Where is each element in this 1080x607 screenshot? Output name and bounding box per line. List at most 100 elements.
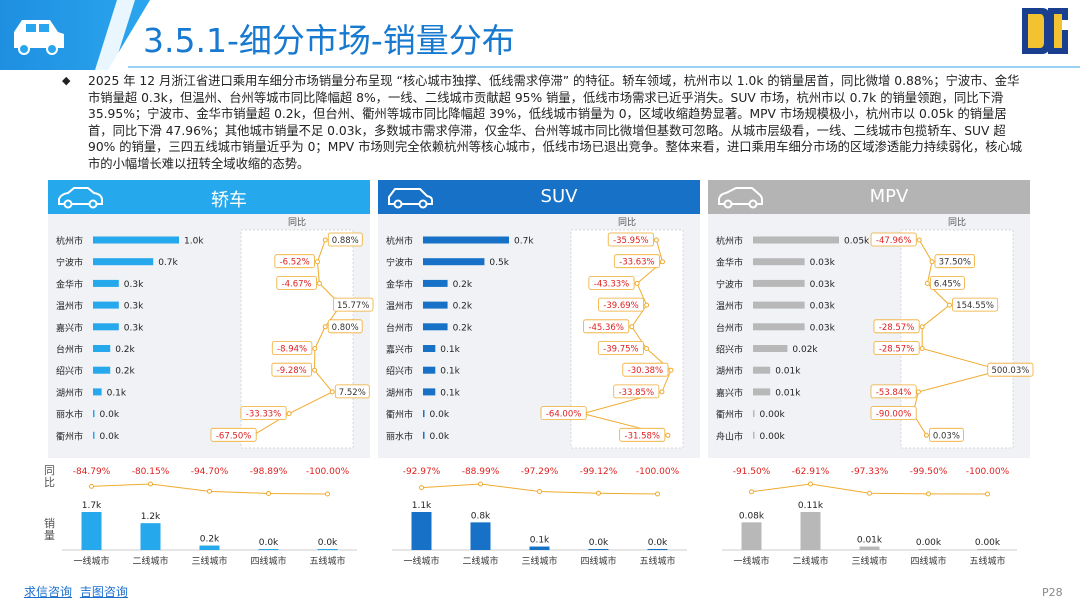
tier-category-label: 一线城市 — [73, 555, 109, 567]
city-bar — [753, 366, 771, 374]
tier-yoy-label: -97.29% — [521, 467, 559, 477]
tier-value-label: 0.2k — [200, 535, 220, 545]
yoy-label-box — [622, 362, 669, 377]
city-label: 嘉兴市 — [56, 322, 83, 334]
yoy-label-box — [607, 232, 654, 247]
yoy-label: -30.38% — [628, 366, 663, 376]
yoy-label: -53.84% — [876, 388, 911, 398]
city-value-label: 0.03k — [810, 302, 836, 312]
yoy-line — [252, 239, 342, 436]
yoy-point — [915, 389, 921, 395]
city-bar — [93, 258, 154, 266]
tier-yoy-point — [537, 489, 542, 495]
tier-yoy-point — [478, 481, 483, 487]
tier-yoy-label: -94.70% — [191, 467, 229, 477]
yoy-point — [929, 259, 935, 265]
sedan-icon — [58, 187, 103, 209]
tier-yoy-label: -80.15% — [132, 467, 170, 477]
city-bar — [423, 279, 448, 287]
tier-yoy-point — [867, 490, 872, 496]
yoy-point — [946, 302, 952, 308]
footer-link-1[interactable]: 求信咨询 — [24, 585, 73, 599]
yoy-label: -4.67% — [282, 279, 312, 289]
city-label: 宁波市 — [56, 257, 83, 269]
yoy-label-box — [540, 406, 587, 421]
yoy-point — [329, 389, 335, 395]
yoy-label-box — [873, 319, 920, 334]
yoy-title: 同比 — [948, 216, 966, 228]
yoy-label: -33.63% — [619, 258, 654, 268]
yoy-label: -31.58% — [625, 431, 660, 441]
yoy-label-box — [274, 254, 315, 269]
yoy-label-box — [870, 406, 917, 421]
panel-header-mpv: MPV — [708, 180, 1030, 214]
tier-yoy-label: -99.50% — [910, 467, 948, 477]
city-value-label: 0.0k — [430, 410, 450, 420]
tier-bar — [81, 512, 102, 550]
city-label: 绍兴市 — [716, 344, 743, 356]
city-value-label: 0.1k — [440, 388, 460, 398]
tier-yoy-label: -62.91% — [792, 467, 830, 477]
tier-bar — [470, 522, 491, 550]
tier-category-label: 五线城市 — [969, 555, 1005, 567]
mpv-icon — [718, 187, 763, 209]
city-bar — [753, 431, 755, 439]
yoy-point — [644, 302, 650, 308]
city-value-label: 0.01k — [775, 388, 801, 398]
yoy-point — [653, 237, 659, 243]
city-label: 金华市 — [56, 278, 83, 290]
yoy-label: -9.28% — [277, 366, 307, 376]
tier-category-label: 二线城市 — [462, 555, 498, 567]
suv-icon — [388, 188, 433, 209]
tier-category-label: 五线城市 — [309, 555, 345, 567]
city-value-label: 0.05k — [844, 237, 870, 247]
footer-link-2[interactable]: 吉图咨询 — [79, 585, 128, 599]
tier-category-label: 一线城市 — [403, 555, 439, 567]
yoy-label-box — [870, 232, 917, 247]
yoy-point — [659, 259, 665, 265]
yoy-label-box — [588, 275, 635, 290]
city-label: 温州市 — [716, 300, 743, 312]
city-bar — [753, 323, 805, 331]
yoy-label-box — [271, 341, 313, 355]
city-bar — [93, 345, 111, 352]
city-label: 宁波市 — [386, 257, 413, 269]
yoy-label-box — [934, 254, 976, 269]
tier-bar — [258, 549, 279, 550]
tier-yoy-label: -97.33% — [851, 467, 889, 477]
city-bar — [423, 366, 436, 374]
yoy-label: 6.45% — [934, 279, 961, 289]
city-label: 绍兴市 — [56, 365, 83, 377]
city-value-label: 0.5k — [489, 258, 509, 268]
city-label: 舟山市 — [716, 430, 743, 442]
tier-value-label: 0.11k — [798, 501, 824, 511]
city-label: 嘉兴市 — [386, 344, 413, 356]
yoy-point — [924, 280, 930, 286]
city-bar — [753, 410, 755, 418]
tier-value-label: 0.0k — [589, 538, 609, 548]
city-bar — [753, 388, 771, 396]
tier-bar — [918, 549, 939, 550]
header-divider — [128, 66, 1080, 68]
yoy-label-box — [952, 297, 999, 312]
tier-bar — [647, 549, 668, 550]
tier-value-label: 0.8k — [471, 511, 491, 521]
city-value-label: 0.00k — [760, 410, 786, 420]
tier-yoy-point — [926, 491, 931, 497]
tier-yoy-label: -99.12% — [580, 467, 618, 477]
city-value-label: 0.2k — [115, 367, 135, 377]
yoy-label-box — [987, 362, 1034, 377]
city-bar — [423, 431, 425, 439]
yoy-label-box — [873, 341, 920, 355]
city-bar — [93, 410, 95, 418]
city-value-label: 0.02k — [792, 345, 818, 355]
city-label: 绍兴市 — [386, 365, 413, 377]
tier-yoy-label: -88.99% — [462, 467, 500, 477]
city-bar — [423, 301, 448, 309]
city-value-label: 0.1k — [440, 367, 460, 377]
city-bar — [93, 279, 119, 287]
page-title: 3.5.1-细分市场-销量分布 — [143, 21, 515, 60]
yoy-line — [912, 239, 1003, 436]
yoy-point — [312, 346, 318, 351]
